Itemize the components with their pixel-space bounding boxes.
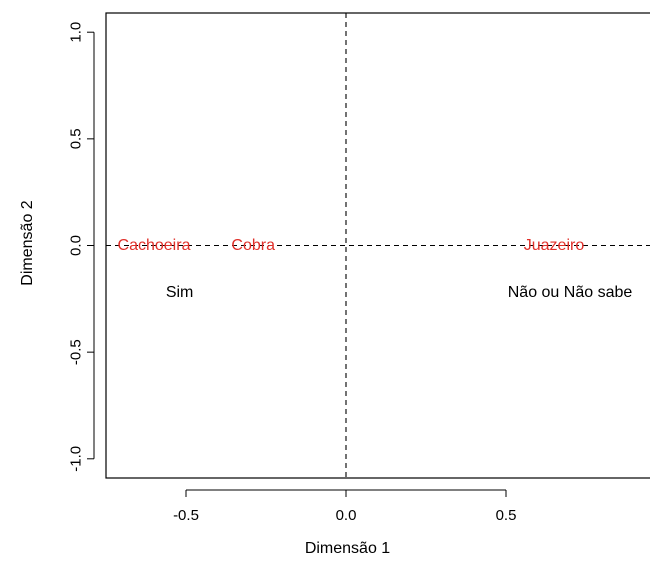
y-tick-label: 1.0	[68, 22, 85, 43]
x-tick-label: 0.5	[496, 507, 517, 524]
x-axis-label: Dimensão 1	[304, 540, 391, 557]
point-labels: Cachoeira Cobra Juazeiro Sim Não ou Não sabe	[118, 237, 633, 301]
point-label: Cobra	[231, 237, 275, 254]
y-tick-label: -0.5	[68, 339, 85, 365]
point-label: Juazeiro	[524, 237, 585, 254]
y-tick-label: 0.0	[68, 235, 85, 256]
point-label: Cachoeira	[118, 237, 191, 254]
y-axis: -1.0 -0.5 0.0 0.5 1.0	[68, 22, 95, 472]
point-label: Sim	[166, 284, 194, 301]
x-tick-label: 0.0	[336, 507, 357, 524]
y-tick-label: -1.0	[68, 446, 85, 472]
y-tick-label: 0.5	[68, 128, 85, 149]
x-axis: -0.5 0.0 0.5	[173, 489, 517, 524]
reference-lines	[106, 13, 650, 478]
point-label: Não ou Não sabe	[508, 284, 633, 301]
x-tick-label: -0.5	[173, 507, 199, 524]
y-axis-label: Dimensão 2	[19, 200, 36, 286]
